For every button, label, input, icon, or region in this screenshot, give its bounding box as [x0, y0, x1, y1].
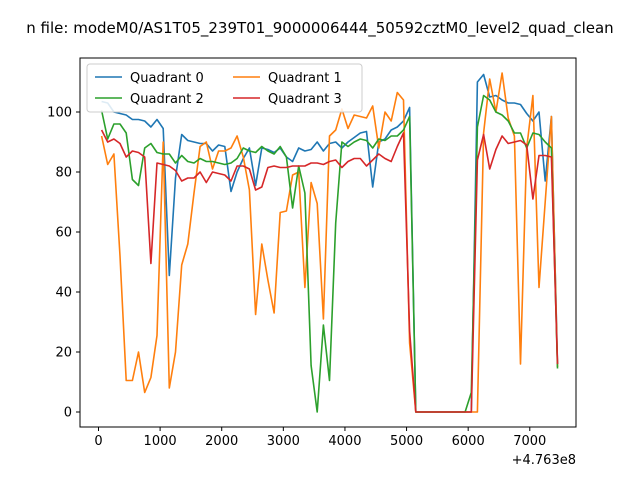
x-tick-label: 5000 [390, 434, 423, 449]
legend-label: Quadrant 2 [130, 92, 204, 107]
x-tick-label: 6000 [452, 434, 485, 449]
legend-box [86, 63, 363, 113]
axes-frame [79, 57, 577, 428]
series-line-quadrant-2 [100, 94, 559, 413]
x-tick-label: 1000 [144, 434, 177, 449]
y-tick-label: 40 [55, 286, 72, 301]
legend-label: Quadrant 0 [130, 71, 204, 86]
series-line-quadrant-1 [100, 72, 559, 413]
x-tick-label: 2000 [205, 434, 238, 449]
series-line-quadrant-3 [100, 129, 559, 413]
chart-title: n file: modeM0/AS1T05_239T01_9000006444_… [26, 19, 613, 38]
legend-label: Quadrant 3 [268, 92, 342, 107]
x-tick-label: 0 [94, 434, 102, 449]
x-axis-offset-label: +4.763e8 [512, 453, 576, 468]
y-tick-label: 0 [64, 406, 72, 421]
x-tick-label: 3000 [267, 434, 300, 449]
y-tick-label: 60 [55, 226, 72, 241]
y-tick-label: 80 [55, 166, 72, 181]
x-tick-label: 4000 [328, 434, 361, 449]
x-tick-label: 7000 [513, 434, 546, 449]
y-tick-label: 100 [47, 106, 72, 121]
y-tick-label: 20 [55, 346, 72, 361]
plot-area: 0 1000 2000 3000 4000 5000 6000 7000 0 20 40 60 80 10… [47, 57, 577, 449]
legend-label: Quadrant 1 [268, 71, 342, 86]
